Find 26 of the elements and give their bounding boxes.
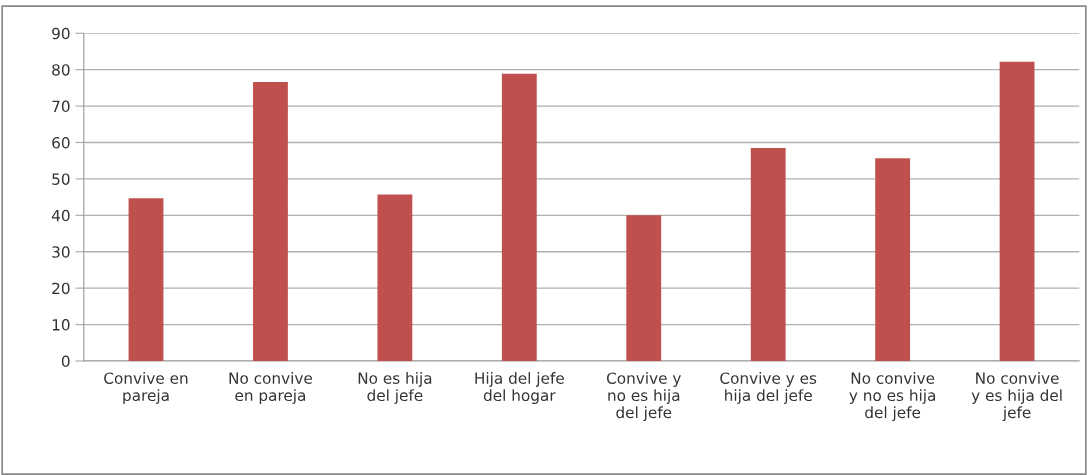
y-tick-label: 70 [52,100,70,113]
x-tick-label: Convive y no es hija del jefe [606,372,681,422]
y-tick-label: 10 [52,319,70,331]
y-tick-label: 60 [52,136,70,149]
x-tick-label: Convive en pareja [104,372,188,404]
y-tick-label: 80 [52,64,70,76]
bar [875,158,911,361]
x-tick-label: No convive en pareja [229,372,313,404]
bar [253,82,288,361]
bar [128,198,164,361]
y-tick-label: 20 [52,282,70,295]
y-tick-label: 50 [52,173,70,185]
y-tick-label: 30 [52,246,70,258]
x-tick-label: No convive y es hija del jefe [971,372,1062,422]
x-tick-label: Hija del jefe del hogar [475,372,564,404]
y-tick-label: 90 [52,27,70,40]
x-tick-label: No es hija del jefe [358,372,432,404]
bar [501,73,537,361]
bar [377,194,413,361]
y-tick-label: 40 [51,209,70,222]
bar [626,215,662,361]
bar [750,147,786,361]
y-tick-label: 0 [61,355,70,368]
bar [999,61,1035,361]
x-tick-label: No convive y no es hija del jefe [849,372,936,422]
x-tick-label: Convive y es hija del jefe [720,372,817,404]
